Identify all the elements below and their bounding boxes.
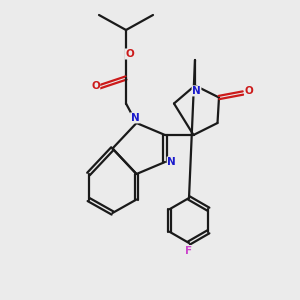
Text: O: O — [91, 80, 100, 91]
Text: F: F — [185, 245, 193, 256]
Text: N: N — [167, 157, 176, 167]
Text: N: N — [192, 86, 201, 96]
Text: O: O — [244, 86, 253, 97]
Text: N: N — [130, 113, 140, 123]
Text: O: O — [125, 49, 134, 59]
